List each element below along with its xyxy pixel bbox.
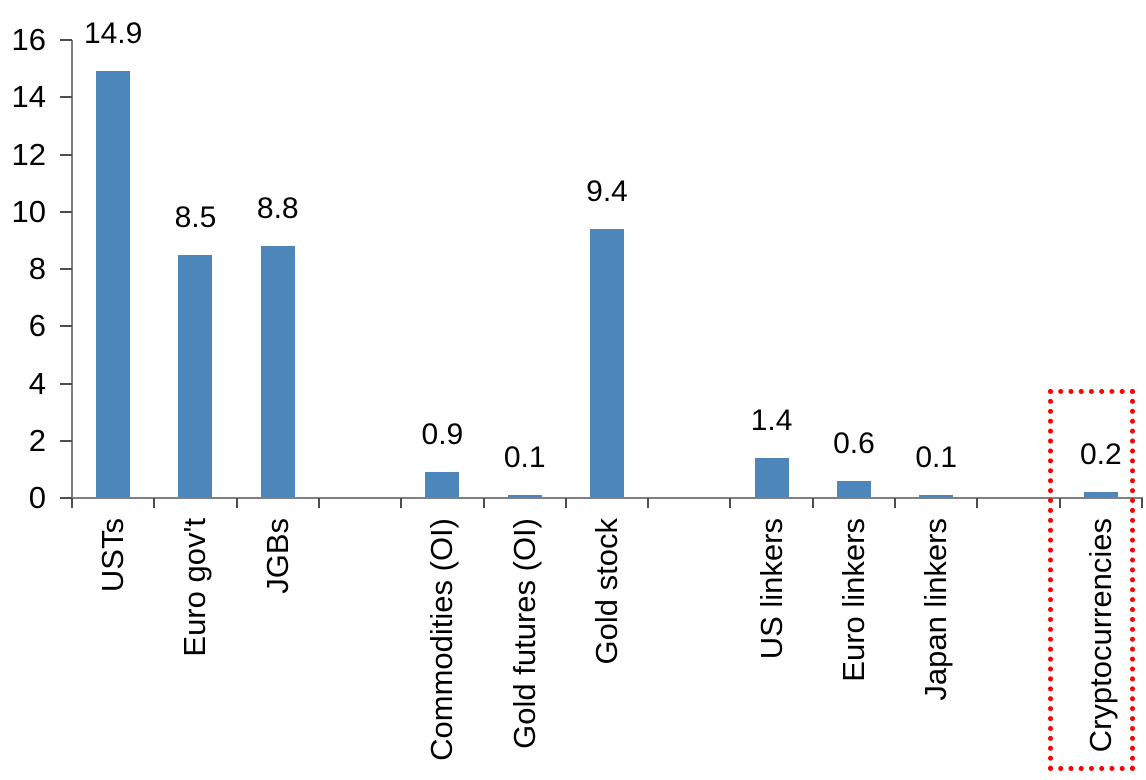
cryptocurrencies-highlight-box: [1048, 389, 1135, 771]
y-axis-tick-label: 10: [11, 193, 46, 229]
bar-value-label: 9.4: [586, 174, 628, 208]
bar: [590, 228, 624, 498]
y-axis-tick: [60, 325, 72, 328]
category-label: Euro linkers: [835, 518, 871, 682]
bar: [919, 495, 954, 498]
y-axis-tick-label: 16: [11, 22, 46, 57]
bar-value-label: 0.6: [833, 426, 875, 460]
y-axis-line: [71, 40, 73, 499]
bar: [96, 71, 131, 498]
bar: [425, 472, 460, 498]
bar-value-label: 8.5: [174, 200, 217, 234]
y-axis-tick-label: 6: [28, 308, 46, 344]
bar: [836, 480, 871, 498]
x-axis-tick: [400, 498, 403, 508]
y-axis-tick-label: 2: [28, 422, 46, 458]
x-axis-tick: [482, 498, 485, 508]
bar: [507, 495, 542, 498]
x-axis-tick: [1058, 498, 1061, 508]
category-label: JGBs: [259, 518, 295, 594]
y-axis-tick-label: 12: [11, 136, 46, 172]
x-axis-tick: [317, 498, 320, 508]
y-axis-tick: [60, 210, 72, 213]
x-axis-tick: [235, 498, 238, 508]
y-axis-tick-label: 0: [28, 480, 46, 515]
bar-value-label: 1.4: [750, 403, 793, 437]
category-label: USTs: [95, 518, 131, 593]
y-axis-tick: [60, 439, 72, 442]
bar: [754, 457, 789, 498]
category-label: US linkers: [753, 518, 789, 660]
bar-value-label: 14.9: [83, 17, 143, 51]
y-axis-tick: [60, 96, 72, 99]
x-axis-tick: [729, 498, 732, 508]
y-axis-tick: [60, 497, 72, 499]
x-axis-tick: [894, 498, 897, 508]
category-label: Euro gov't: [177, 518, 213, 657]
category-label: Gold stock: [589, 518, 624, 665]
x-axis-tick: [153, 498, 156, 508]
y-axis-tick: [60, 39, 72, 41]
y-axis-tick-label: 8: [28, 251, 46, 286]
x-axis-line: [71, 497, 1143, 499]
bar-value-label: 0.2: [1079, 438, 1122, 472]
x-axis-tick: [647, 498, 650, 508]
bar: [178, 254, 213, 498]
bar-value-label: 8.8: [256, 192, 299, 226]
x-axis-tick: [1141, 498, 1143, 508]
bar-value-label: 0.1: [915, 441, 958, 475]
bar: [260, 246, 295, 498]
y-axis-tick: [60, 382, 72, 385]
y-axis-tick: [60, 268, 72, 270]
category-label: Gold futures (OI): [506, 518, 542, 749]
bar-value-label: 0.1: [503, 441, 546, 475]
x-axis-tick: [564, 498, 567, 508]
bar: [1083, 492, 1118, 498]
x-axis-tick: [976, 498, 979, 508]
category-label: Commodities (OI): [424, 518, 460, 761]
y-axis-tick: [60, 153, 72, 156]
x-axis-tick: [71, 498, 73, 508]
y-axis-tick-label: 14: [11, 79, 46, 115]
bar-value-label: 0.9: [421, 418, 464, 452]
x-axis-tick: [811, 498, 814, 508]
y-axis-tick-label: 4: [28, 365, 46, 401]
category-label: Japan linkers: [918, 518, 954, 701]
